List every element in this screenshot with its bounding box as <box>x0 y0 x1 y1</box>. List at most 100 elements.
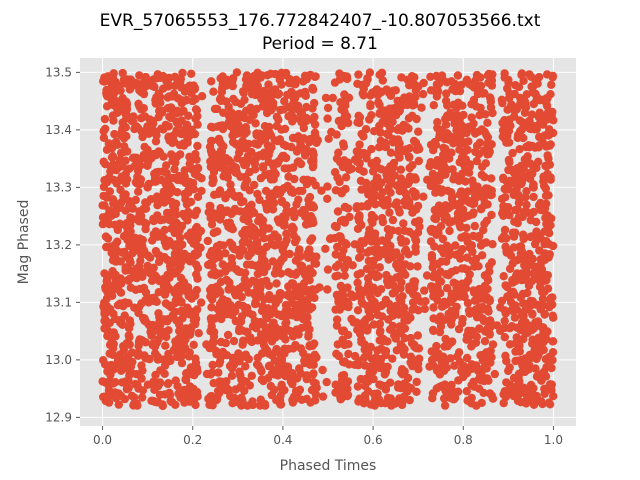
data-point <box>442 257 451 266</box>
data-point <box>210 255 219 264</box>
data-point <box>208 341 217 351</box>
data-point <box>457 80 466 90</box>
data-point <box>436 322 446 331</box>
data-point <box>487 174 496 183</box>
data-point <box>446 202 455 211</box>
data-point <box>542 99 551 108</box>
data-point <box>401 245 411 254</box>
data-point <box>252 240 262 250</box>
data-point <box>418 89 428 99</box>
data-point <box>448 85 457 94</box>
data-point <box>283 181 292 191</box>
data-point <box>172 109 181 118</box>
data-point <box>160 198 169 207</box>
data-point <box>272 279 281 288</box>
data-point <box>532 227 541 236</box>
data-point <box>429 101 438 110</box>
data-point <box>146 266 155 276</box>
chart-subtitle: Period = 8.71 <box>262 34 378 54</box>
data-point <box>99 126 108 136</box>
data-point <box>496 326 505 335</box>
data-point <box>341 202 350 212</box>
data-point <box>149 339 158 348</box>
data-point <box>352 202 362 211</box>
data-point <box>235 357 244 366</box>
data-point <box>414 127 423 136</box>
data-point <box>504 185 513 194</box>
data-point <box>182 131 191 141</box>
data-point <box>101 160 110 169</box>
data-point <box>270 159 279 168</box>
data-point <box>412 377 421 387</box>
data-point <box>271 69 280 79</box>
data-point <box>353 148 362 157</box>
data-point <box>486 103 496 112</box>
data-point <box>510 89 519 99</box>
data-point <box>240 232 249 241</box>
data-point <box>318 365 327 375</box>
data-point <box>221 381 230 391</box>
data-point <box>519 234 528 244</box>
data-point <box>207 314 216 324</box>
data-point <box>125 201 134 210</box>
data-point <box>280 311 290 320</box>
data-point <box>193 120 202 129</box>
data-point <box>517 275 526 285</box>
data-point <box>435 78 445 87</box>
data-point <box>277 355 287 365</box>
data-point <box>150 293 159 302</box>
data-point <box>291 270 300 279</box>
data-point <box>354 111 363 121</box>
data-point <box>445 250 455 259</box>
data-point <box>447 315 456 324</box>
data-point <box>396 259 406 269</box>
data-point <box>255 195 264 205</box>
data-point <box>227 254 236 263</box>
data-point <box>182 307 191 316</box>
data-point <box>224 156 234 165</box>
data-point <box>103 92 112 101</box>
data-point <box>215 299 225 309</box>
data-point <box>251 227 260 236</box>
data-point <box>471 81 480 90</box>
data-point <box>125 316 134 325</box>
data-point <box>125 241 134 251</box>
data-point <box>478 251 487 260</box>
data-point <box>331 272 340 281</box>
data-point <box>476 241 486 250</box>
data-point <box>215 310 224 320</box>
data-point <box>336 395 345 404</box>
data-point <box>413 262 422 271</box>
data-point <box>158 400 167 409</box>
data-point <box>449 278 458 287</box>
data-point <box>486 358 495 367</box>
data-point <box>507 322 517 331</box>
data-point <box>531 75 540 84</box>
data-point <box>176 273 186 283</box>
data-point <box>347 290 356 299</box>
data-point <box>519 164 528 173</box>
data-point <box>140 268 149 277</box>
data-point <box>423 175 432 184</box>
data-point <box>463 145 472 155</box>
data-point <box>238 395 247 405</box>
data-point <box>176 249 185 259</box>
data-point <box>208 360 217 370</box>
data-point <box>477 294 486 303</box>
data-point <box>457 169 467 178</box>
data-point <box>244 83 253 93</box>
data-point <box>323 265 333 274</box>
data-point <box>297 395 307 404</box>
data-point <box>331 262 341 272</box>
data-point <box>520 318 529 328</box>
data-point <box>264 150 273 160</box>
data-point <box>504 165 513 175</box>
data-point <box>497 234 507 243</box>
data-point <box>512 269 522 278</box>
data-point <box>170 165 179 174</box>
data-point <box>501 193 510 202</box>
data-point <box>469 208 478 217</box>
data-point <box>207 147 216 156</box>
data-point <box>378 217 388 227</box>
data-point <box>443 337 452 347</box>
